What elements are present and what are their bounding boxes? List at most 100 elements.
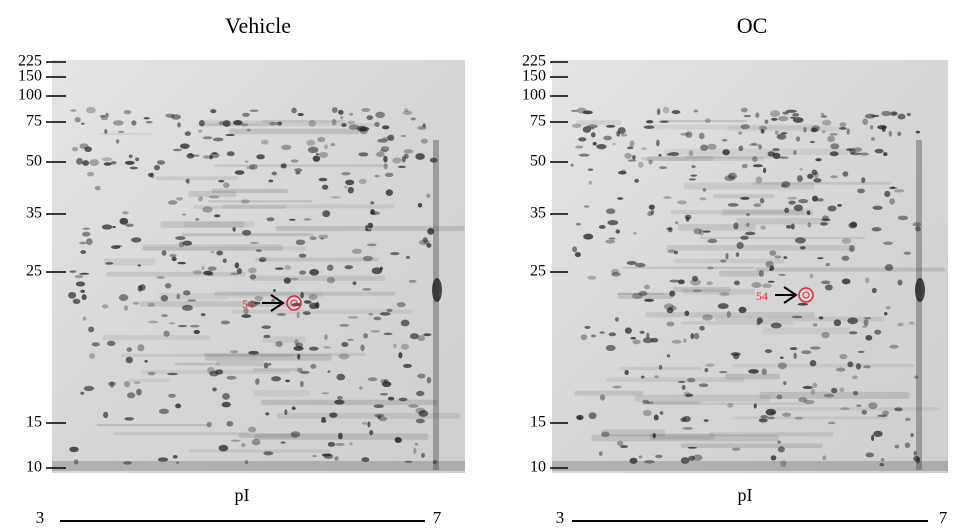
gel-spot (82, 316, 87, 321)
gel-spot (263, 334, 271, 339)
gel-spot (642, 337, 653, 344)
gel-spot (827, 135, 836, 143)
gel-spot (324, 144, 329, 150)
gel-spot (614, 317, 619, 322)
gel-spot (210, 109, 217, 114)
gel-spot (330, 143, 336, 147)
gel-spot (137, 264, 142, 267)
gel-spot (599, 331, 605, 334)
gel-spot (432, 459, 438, 465)
gel-spot (344, 265, 353, 270)
gel-spot (207, 272, 214, 277)
gel-spot (263, 362, 269, 369)
gel-spot (897, 322, 904, 327)
gel-spot (605, 208, 616, 215)
gel-spot (791, 315, 803, 319)
gel-spot (318, 151, 329, 158)
gel-spot (861, 409, 868, 415)
gel-spot (880, 457, 885, 462)
gel-spot (786, 109, 797, 113)
gel-spot (422, 123, 426, 128)
gel-spot (80, 391, 85, 395)
gel-spot (683, 338, 687, 343)
gel-spot (889, 344, 899, 349)
gel-spot (756, 317, 763, 324)
gel-spot (839, 353, 848, 360)
gel-streak (606, 377, 745, 382)
gel-spot (719, 292, 730, 297)
gel-spot (211, 152, 218, 155)
gel-spot (746, 212, 751, 217)
panel-title: Vehicle (225, 13, 291, 38)
gel-spot (792, 113, 800, 117)
gel-spot (400, 319, 410, 327)
gel-spot (675, 221, 679, 225)
gel-spot (103, 411, 109, 419)
gel-spot (80, 122, 85, 125)
x-axis-label: pI (738, 485, 753, 505)
gel-spot (202, 206, 213, 213)
gel-spot (624, 152, 632, 159)
gel-spot (874, 148, 884, 154)
gel-spot (326, 276, 336, 284)
gel-spot (671, 339, 682, 344)
gel-spot (783, 256, 788, 260)
gel-spot (80, 250, 87, 255)
gel-spot (778, 273, 786, 277)
gel-spot (102, 304, 109, 309)
gel-spot (263, 451, 274, 456)
gel-streak (174, 362, 220, 366)
gel-spot (153, 164, 161, 171)
gel-spot (775, 130, 779, 135)
gel-spot (784, 207, 790, 214)
gel-spot (111, 245, 121, 249)
gel-spot (779, 156, 789, 159)
gel-spot (308, 120, 316, 127)
panel-title: OC (737, 13, 768, 38)
gel-spot (361, 421, 368, 425)
gel-spot (703, 419, 709, 422)
gel-streak (262, 120, 346, 124)
gel-spot (691, 165, 696, 169)
gel-spot (780, 132, 788, 135)
gel-spot (126, 347, 133, 352)
gel-spot (640, 375, 645, 379)
gel-spot (283, 277, 291, 284)
gel-streak (672, 287, 731, 293)
gel-spot (338, 109, 344, 115)
gel-spot (241, 314, 252, 318)
gel-spot (396, 437, 403, 443)
gel-spot (792, 117, 804, 123)
gel-spot (842, 171, 849, 177)
mw-label: 50 (26, 153, 42, 170)
gel-spot (865, 452, 875, 458)
gel-spot (611, 268, 620, 275)
gel-spot (230, 350, 239, 354)
gel-spot (128, 154, 133, 159)
gel-spot (680, 132, 690, 136)
gel-spot (363, 333, 369, 339)
gel-spot (673, 250, 678, 255)
gel-spot (738, 145, 744, 152)
mw-label: 75 (26, 113, 42, 130)
gel-spot (704, 118, 711, 124)
gel-spot (578, 137, 587, 142)
gel-streak (103, 258, 156, 266)
gel-spot (341, 172, 351, 176)
gel-spot (758, 270, 764, 277)
gel-spot (699, 325, 705, 331)
gel-spot (291, 107, 297, 114)
gel-spot (398, 352, 403, 359)
gel-spot (910, 433, 914, 438)
gel-spot (394, 436, 402, 444)
gel-image (552, 60, 948, 473)
gel-spot (624, 369, 629, 375)
gel-streak (685, 155, 784, 159)
gel-spot (341, 123, 347, 128)
gel-spot (415, 418, 425, 424)
gel-spot (811, 125, 820, 132)
gel-spot (871, 287, 877, 294)
gel-spot (607, 219, 619, 226)
range-end: 7 (433, 508, 442, 527)
gel-spot (222, 120, 231, 127)
